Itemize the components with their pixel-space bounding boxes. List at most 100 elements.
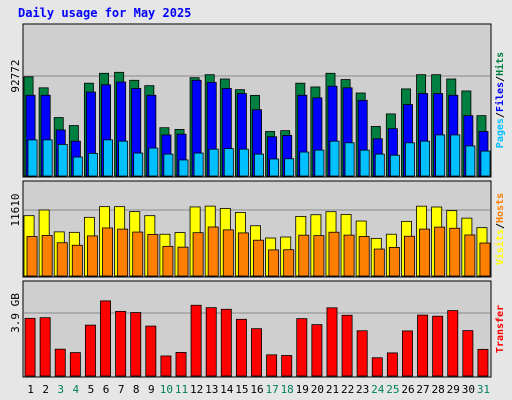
bar-hosts-day-8 bbox=[132, 231, 144, 277]
bar-transfer-day-2 bbox=[39, 317, 51, 377]
bar-hosts-day-22 bbox=[343, 234, 355, 277]
bar-hosts-day-26 bbox=[404, 235, 415, 277]
bar-hosts-day-18 bbox=[283, 249, 295, 277]
legend-visits: Visits bbox=[494, 229, 506, 265]
x-tick-label-5: 5 bbox=[88, 383, 95, 396]
bar-pages-day-4 bbox=[72, 156, 83, 177]
bar-hosts-day-23 bbox=[358, 236, 370, 277]
x-tick-label-9: 9 bbox=[148, 383, 155, 396]
bar-hosts-day-31 bbox=[479, 242, 491, 277]
x-tick-label-8: 8 bbox=[133, 383, 140, 396]
x-tick-label-18: 18 bbox=[281, 383, 294, 396]
x-tick-label-6: 6 bbox=[103, 383, 110, 396]
bar-pages-day-23 bbox=[359, 149, 370, 177]
x-tick-label-24: 24 bbox=[371, 383, 385, 396]
bar-pages-day-1 bbox=[27, 139, 38, 177]
bar-transfer-day-30 bbox=[462, 330, 474, 377]
x-tick-label-3: 3 bbox=[57, 383, 64, 396]
x-tick-label-19: 19 bbox=[296, 383, 309, 396]
x-tick-label-7: 7 bbox=[118, 383, 125, 396]
bar-pages-day-8 bbox=[133, 152, 144, 177]
legend-hosts: Hosts bbox=[495, 193, 506, 223]
bar-pages-day-20 bbox=[314, 149, 325, 177]
bar-hosts-day-4 bbox=[71, 244, 83, 277]
bar-transfer-day-28 bbox=[432, 315, 444, 377]
bar-pages-day-16 bbox=[254, 153, 264, 177]
x-tick-label-10: 10 bbox=[160, 383, 173, 396]
bar-pages-day-28 bbox=[435, 134, 446, 177]
legend-panel-1: Pages/Files/Hits bbox=[494, 52, 506, 148]
bar-transfer-day-7 bbox=[115, 310, 127, 377]
bar-pages-day-12 bbox=[193, 152, 204, 177]
x-tick-label-16: 16 bbox=[250, 383, 263, 396]
max-label-panel-1: 92772 bbox=[9, 59, 22, 92]
max-label-panel-3: 3.9 GB bbox=[9, 293, 22, 333]
bar-hosts-day-9 bbox=[147, 233, 159, 277]
bar-hosts-day-21 bbox=[328, 231, 340, 277]
bar-hosts-day-28 bbox=[434, 226, 446, 277]
bar-hosts-day-27 bbox=[419, 228, 431, 277]
bar-transfer-day-11 bbox=[175, 352, 187, 377]
x-tick-label-17: 17 bbox=[265, 383, 278, 396]
bar-pages-day-22 bbox=[344, 142, 355, 177]
bar-transfer-day-24 bbox=[371, 357, 383, 377]
x-tick-label-29: 29 bbox=[447, 383, 460, 396]
bar-hosts-day-17 bbox=[268, 249, 280, 277]
x-tick-label-11: 11 bbox=[175, 383, 188, 396]
bar-pages-day-26 bbox=[405, 142, 415, 177]
x-tick-label-1: 1 bbox=[27, 383, 34, 396]
bar-hosts-day-20 bbox=[313, 235, 325, 277]
bar-hosts-day-12 bbox=[192, 232, 204, 277]
bar-pages-day-5 bbox=[87, 152, 98, 177]
bar-hosts-day-14 bbox=[222, 229, 234, 277]
bar-hosts-day-11 bbox=[177, 246, 189, 277]
bar-transfer-day-20 bbox=[311, 324, 323, 377]
bar-transfer-day-15 bbox=[235, 318, 247, 377]
legend-panel-3: Transfer bbox=[495, 305, 506, 353]
bar-hosts-day-13 bbox=[207, 226, 219, 277]
bar-pages-day-2 bbox=[42, 139, 53, 177]
bar-transfer-day-14 bbox=[220, 308, 232, 377]
bar-pages-day-9 bbox=[148, 147, 159, 177]
legend-transfer: Transfer bbox=[495, 305, 506, 353]
legend-hits: Hits bbox=[494, 52, 506, 76]
legend-pages: Pages bbox=[495, 118, 506, 148]
bar-hosts-day-15 bbox=[237, 232, 249, 277]
bar-transfer-day-9 bbox=[145, 325, 157, 377]
chart-title: Daily usage for May 2025 bbox=[18, 6, 192, 20]
max-label-panel-2: 11610 bbox=[9, 193, 22, 226]
bar-transfer-day-21 bbox=[326, 307, 338, 377]
x-tick-label-13: 13 bbox=[205, 383, 218, 396]
x-tick-label-22: 22 bbox=[341, 383, 354, 396]
x-tick-label-30: 30 bbox=[462, 383, 475, 396]
x-tick-label-21: 21 bbox=[326, 383, 339, 396]
bar-transfer-day-10 bbox=[160, 355, 172, 377]
bar-pages-day-21 bbox=[329, 140, 340, 177]
bar-pages-day-19 bbox=[299, 151, 310, 177]
bar-hosts-day-5 bbox=[86, 235, 98, 277]
bar-transfer-day-26 bbox=[402, 330, 413, 377]
x-tick-label-20: 20 bbox=[311, 383, 324, 396]
bar-pages-day-11 bbox=[178, 159, 189, 177]
bar-transfer-day-3 bbox=[54, 348, 66, 377]
bar-hosts-day-16 bbox=[253, 239, 264, 277]
bar-transfer-day-8 bbox=[130, 312, 142, 377]
x-tick-label-14: 14 bbox=[220, 383, 234, 396]
bar-transfer-day-18 bbox=[281, 355, 293, 377]
bar-pages-day-24 bbox=[374, 153, 385, 177]
legend-sep-fh: / bbox=[495, 76, 506, 82]
x-tick-label-15: 15 bbox=[235, 383, 248, 396]
bar-pages-day-30 bbox=[465, 145, 476, 177]
bar-transfer-day-6 bbox=[100, 300, 111, 377]
bar-hosts-day-6 bbox=[102, 227, 113, 277]
bar-transfer-day-22 bbox=[341, 314, 353, 377]
x-tick-label-26: 26 bbox=[401, 383, 414, 396]
bar-transfer-day-16 bbox=[251, 328, 262, 377]
bar-transfer-day-1 bbox=[24, 317, 36, 377]
bar-hosts-day-7 bbox=[117, 228, 129, 277]
bar-transfer-day-29 bbox=[447, 310, 459, 377]
bar-transfer-day-5 bbox=[84, 324, 96, 377]
bar-pages-day-27 bbox=[420, 140, 431, 177]
bar-hosts-day-24 bbox=[373, 248, 385, 277]
